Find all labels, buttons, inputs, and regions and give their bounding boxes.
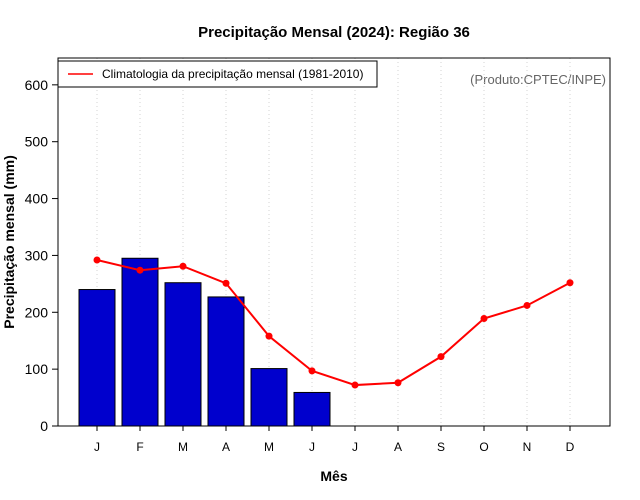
climatology-point — [222, 279, 230, 287]
bar — [250, 368, 288, 427]
y-tick-label: 200 — [25, 304, 49, 320]
x-tick-label: M — [178, 440, 188, 454]
y-tick-label: 100 — [25, 361, 49, 377]
x-tick-label: A — [394, 440, 402, 454]
climatology-point — [480, 315, 488, 323]
x-axis-label: Mês — [320, 468, 347, 484]
x-tick-label: S — [437, 440, 445, 454]
bar — [207, 296, 245, 427]
climatology-point — [93, 256, 101, 264]
x-tick-label: O — [479, 440, 488, 454]
x-tick-label: J — [94, 440, 100, 454]
x-tick-label: M — [264, 440, 274, 454]
climatology-point — [351, 381, 359, 389]
climatology-series-line — [96, 258, 571, 387]
legend-box — [57, 60, 378, 88]
climatology-point — [394, 379, 402, 387]
axes: 0 100 200 300 400 500 600 J F M A M J J A S O N D — [25, 57, 611, 454]
x-tick-label: D — [566, 440, 575, 454]
climatology-point — [566, 279, 574, 287]
chart-title: Precipitação Mensal (2024): Região 36 — [198, 24, 470, 41]
legend-label: Climatologia da precipitação mensal (198… — [102, 67, 363, 81]
y-tick-label: 500 — [25, 134, 49, 150]
legend: Climatologia da precipitação mensal (198… — [57, 60, 378, 88]
climatology-point — [179, 262, 187, 270]
climatology-point — [523, 301, 531, 309]
y-tick-label: 400 — [25, 191, 49, 207]
bar — [78, 289, 116, 427]
bar — [293, 391, 331, 427]
x-tick-label: F — [136, 440, 143, 454]
bars — [78, 257, 331, 427]
y-tick-label: 300 — [25, 247, 49, 263]
x-tick-label: N — [523, 440, 532, 454]
x-tick-label: A — [222, 440, 230, 454]
climatology-line — [93, 256, 574, 389]
climatology-point — [308, 367, 316, 375]
y-axis-label: Precipitação mensal (mm) — [1, 155, 17, 329]
x-tick-label: J — [352, 440, 358, 454]
y-tick-label: 0 — [40, 418, 48, 434]
climatology-point — [265, 332, 273, 340]
credit-text: (Produto:CPTEC/INPE) — [470, 72, 606, 87]
climatology-point — [437, 353, 445, 361]
bar — [164, 282, 202, 427]
y-tick-label: 600 — [25, 77, 49, 93]
plot-frame — [57, 57, 611, 427]
grid-lines — [96, 58, 571, 426]
bar — [121, 257, 159, 427]
x-tick-label: J — [309, 440, 315, 454]
climatology-point — [136, 266, 144, 274]
